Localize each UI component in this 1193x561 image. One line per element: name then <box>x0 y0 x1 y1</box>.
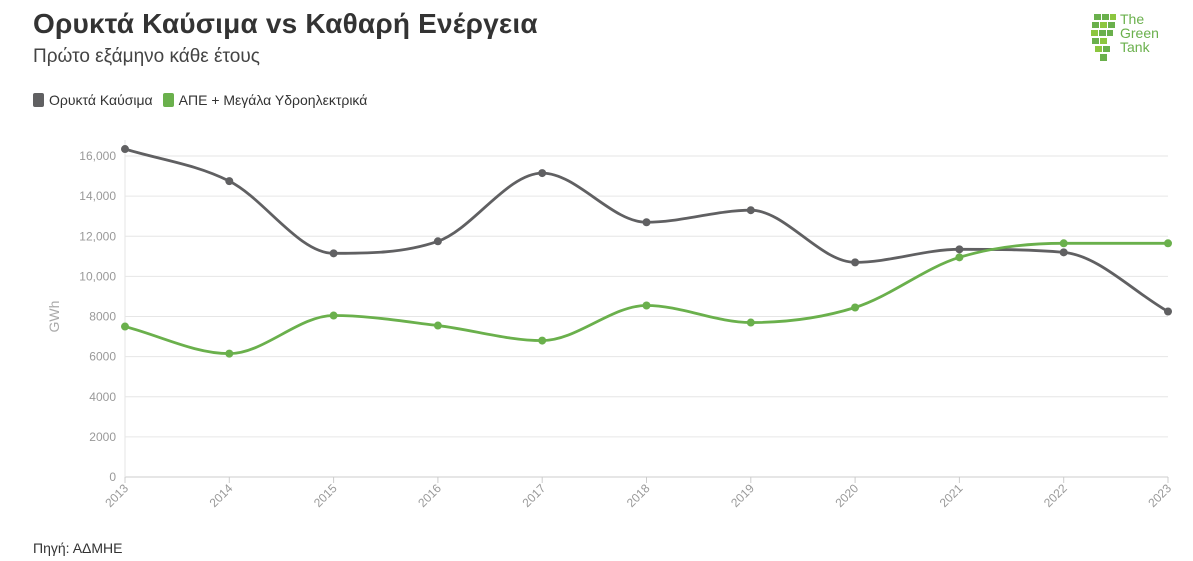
x-tick-label: 2020 <box>832 481 861 510</box>
x-tick-label: 2019 <box>728 481 757 510</box>
legend: Ορυκτά Καύσιμα ΑΠΕ + Μεγάλα Υδροηλεκτρικ… <box>33 92 377 108</box>
legend-swatch-fossil <box>33 93 44 107</box>
y-tick-label: 12,000 <box>79 229 116 243</box>
data-point-renewables <box>642 301 651 310</box>
y-tick-label: 4000 <box>89 390 116 404</box>
logo-text: The Green Tank <box>1120 12 1159 54</box>
data-point-fossil <box>851 258 860 267</box>
logo-text-line: The <box>1120 11 1145 27</box>
x-tick-label: 2023 <box>1145 481 1174 510</box>
data-point-renewables <box>329 311 338 320</box>
y-tick-label: 0 <box>109 470 116 484</box>
y-tick-label: 8000 <box>89 310 116 324</box>
legend-item-renewables[interactable]: ΑΠΕ + Μεγάλα Υδροηλεκτρικά <box>162 92 368 108</box>
logo-text-line: Green <box>1120 25 1159 41</box>
y-axis-label: GWh <box>46 301 62 333</box>
x-tick-label: 2018 <box>624 481 653 510</box>
data-point-renewables <box>851 303 860 312</box>
y-tick-label: 10,000 <box>79 269 116 283</box>
logo-leaf-icon <box>1091 14 1116 61</box>
x-tick-label: 2017 <box>520 481 549 510</box>
x-tick-label: 2016 <box>415 481 444 510</box>
data-point-renewables <box>121 322 129 331</box>
series-line-renewables <box>123 241 1170 356</box>
data-point-renewables <box>538 336 547 345</box>
x-tick-label: 2022 <box>1041 481 1070 510</box>
y-tick-label: 6000 <box>89 350 116 364</box>
data-point-fossil <box>1059 248 1068 257</box>
data-point-fossil <box>433 237 442 246</box>
data-point-fossil <box>121 145 129 154</box>
x-tick-label: 2021 <box>937 481 966 510</box>
data-point-fossil <box>746 206 755 215</box>
the-green-tank-logo[interactable]: The Green Tank <box>1088 10 1168 72</box>
y-tick-label: 2000 <box>89 430 116 444</box>
series-line-fossil <box>123 147 1170 313</box>
logo-text-line: Tank <box>1120 39 1150 55</box>
data-point-renewables <box>1164 239 1172 248</box>
data-point-renewables <box>433 321 442 330</box>
y-tick-label: 16,000 <box>79 149 116 163</box>
data-point-fossil <box>538 169 547 178</box>
legend-item-fossil[interactable]: Ορυκτά Καύσιμα <box>33 92 153 108</box>
x-tick-label: 2014 <box>207 481 236 510</box>
data-point-fossil <box>1164 307 1172 316</box>
legend-label-renewables: ΑΠΕ + Μεγάλα Υδροηλεκτρικά <box>178 92 368 108</box>
data-point-renewables <box>746 318 755 327</box>
data-point-fossil <box>955 245 964 254</box>
data-point-fossil <box>225 177 234 186</box>
y-tick-label: 14,000 <box>79 189 116 203</box>
x-tick-label: 2015 <box>311 481 340 510</box>
data-point-fossil <box>642 218 651 227</box>
legend-swatch-renewables <box>162 93 174 107</box>
data-point-renewables <box>225 349 234 358</box>
data-point-fossil <box>329 249 338 258</box>
data-point-renewables <box>1059 239 1068 248</box>
data-point-renewables <box>955 253 964 262</box>
chart-title: Ορυκτά Καύσιμα vs Καθαρή Ενέργεια <box>33 8 538 39</box>
chart-subtitle: Πρώτο εξάμηνο κάθε έτους <box>33 46 260 67</box>
x-tick-label: 2013 <box>102 481 131 510</box>
legend-label-fossil: Ορυκτά Καύσιμα <box>49 92 153 108</box>
source-note: Πηγή: ΑΔΜΗΕ <box>33 540 123 556</box>
